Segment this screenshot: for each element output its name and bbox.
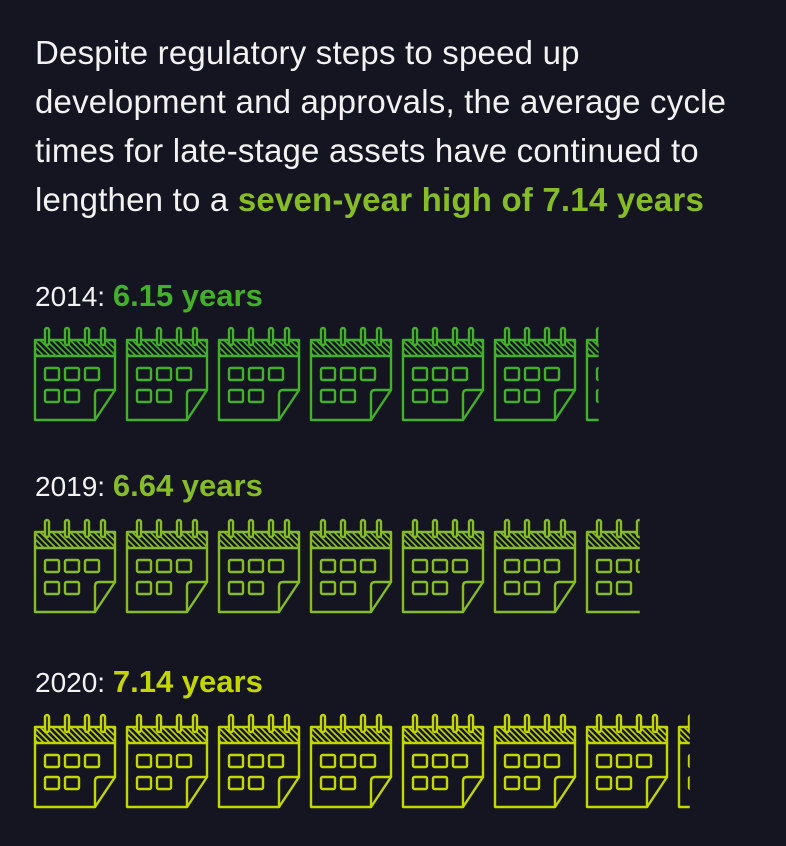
calendar-mark	[217, 518, 301, 614]
calendar-icon	[401, 326, 485, 422]
calendar-icon	[33, 518, 117, 614]
row-value-label: 7.14 years	[112, 664, 263, 699]
headline-highlight: seven-year high of 7.14 years	[237, 181, 705, 218]
calendar-icon	[217, 713, 301, 809]
calendar-mark	[493, 713, 577, 809]
calendar-icon	[125, 326, 209, 422]
calendar-icon	[585, 713, 669, 809]
calendar-mark	[401, 518, 485, 614]
headline: Despite regulatory steps to speed up dev…	[35, 28, 765, 224]
calendar-icon	[493, 326, 577, 422]
calendar-mark	[33, 326, 117, 422]
calendar-icon	[493, 713, 577, 809]
calendar-mark	[585, 326, 599, 422]
calendar-icon	[401, 713, 485, 809]
calendar-icon	[309, 326, 393, 422]
calendar-mark	[217, 713, 301, 809]
calendar-icon	[125, 713, 209, 809]
calendar-icon	[585, 326, 599, 422]
calendar-icon	[309, 518, 393, 614]
calendar-mark	[33, 518, 117, 614]
calendar-mark	[309, 518, 393, 614]
row-year-label: 2014:	[35, 281, 113, 312]
calendar-icon	[677, 714, 690, 809]
calendar-mark	[309, 713, 393, 809]
calendar-icon	[125, 518, 209, 614]
calendar-mark	[585, 518, 640, 614]
calendar-icon	[309, 713, 393, 809]
calendar-icon	[585, 518, 640, 614]
row-label-2019: 2019: 6.64 years	[35, 468, 263, 504]
calendar-icon	[401, 518, 485, 614]
row-label-2020: 2020: 7.14 years	[35, 664, 263, 700]
row-year-label: 2019:	[35, 471, 113, 502]
calendar-icon	[217, 518, 301, 614]
calendar-mark	[125, 518, 209, 614]
calendar-mark	[401, 326, 485, 422]
calendar-mark	[33, 713, 117, 809]
row-value-label: 6.15 years	[112, 278, 263, 313]
calendar-mark	[585, 713, 669, 809]
calendar-mark	[493, 326, 577, 422]
calendar-mark	[677, 714, 690, 809]
row-value-label: 6.64 years	[112, 468, 263, 503]
calendar-mark	[125, 326, 209, 422]
calendar-icon	[33, 713, 117, 809]
calendar-mark	[493, 518, 577, 614]
calendar-mark	[309, 326, 393, 422]
calendar-mark	[125, 713, 209, 809]
calendar-icon	[217, 326, 301, 422]
row-label-2014: 2014: 6.15 years	[35, 278, 263, 314]
calendar-icon	[33, 326, 117, 422]
calendar-mark	[217, 326, 301, 422]
calendar-icon	[493, 518, 577, 614]
calendar-mark	[401, 713, 485, 809]
row-year-label: 2020:	[35, 667, 113, 698]
headline-text: Despite regulatory steps to speed up dev…	[35, 34, 727, 218]
